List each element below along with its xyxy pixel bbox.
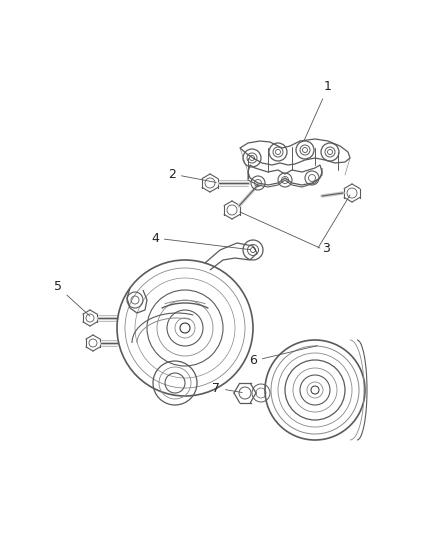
Text: 7: 7: [212, 382, 242, 394]
Text: 4: 4: [151, 231, 250, 249]
Text: 2: 2: [168, 167, 216, 182]
Text: 1: 1: [304, 80, 332, 141]
Text: 6: 6: [249, 345, 317, 367]
Text: 5: 5: [54, 280, 90, 316]
Text: 3: 3: [322, 241, 330, 254]
